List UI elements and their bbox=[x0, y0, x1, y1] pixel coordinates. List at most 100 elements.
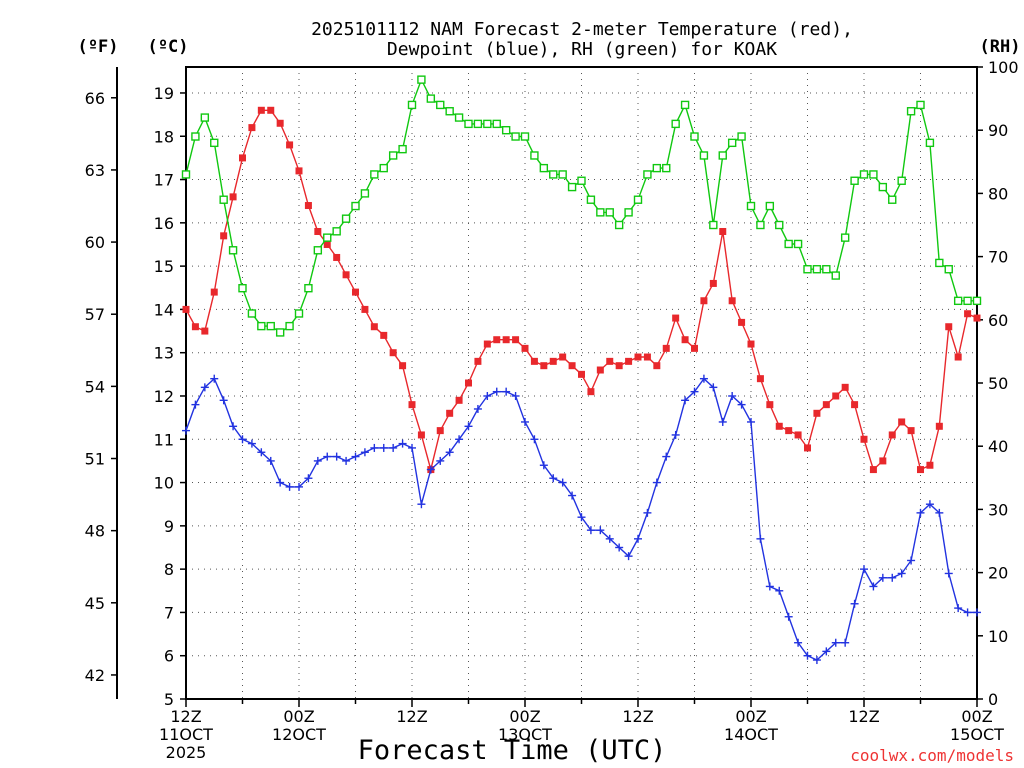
temperature-point bbox=[361, 305, 369, 313]
rh-point bbox=[586, 195, 596, 204]
temperature-point bbox=[700, 297, 708, 305]
temperature-point bbox=[813, 409, 821, 417]
dewpoint-point bbox=[210, 374, 219, 383]
temperature-point bbox=[314, 227, 322, 235]
fahrenheit-unit-label: (ºF) bbox=[78, 37, 119, 57]
rh-point bbox=[888, 195, 897, 204]
rh-point bbox=[699, 151, 709, 160]
x-tick-label: 13OCT bbox=[498, 725, 552, 744]
rh-point bbox=[200, 113, 210, 122]
dewpoint-point bbox=[379, 443, 388, 452]
dewpoint-point bbox=[200, 383, 209, 392]
temperature-point bbox=[436, 427, 444, 435]
celsius-tick-label: 10 bbox=[154, 474, 174, 493]
rh-point bbox=[859, 170, 869, 179]
dewpoint-point bbox=[605, 534, 614, 543]
rh-point bbox=[567, 182, 577, 192]
temperature-point bbox=[201, 327, 209, 335]
temperature-point bbox=[304, 202, 312, 210]
rh-point bbox=[577, 176, 586, 185]
dewpoint-point bbox=[860, 565, 868, 574]
celsius-tick-label: 14 bbox=[154, 300, 174, 319]
dewpoint-point bbox=[690, 387, 699, 396]
rh-point bbox=[219, 195, 228, 204]
x-tick-label: 00Z bbox=[961, 707, 992, 726]
rh-point bbox=[228, 246, 238, 255]
dewpoint-point bbox=[869, 582, 878, 591]
rh-point bbox=[398, 144, 407, 154]
temperature-point bbox=[804, 444, 811, 452]
temperature-point bbox=[512, 336, 520, 344]
temperature-point bbox=[766, 401, 774, 409]
rh-point bbox=[501, 125, 511, 135]
temperature-point bbox=[521, 344, 529, 352]
temperature-point bbox=[728, 297, 736, 305]
temperature-point bbox=[483, 340, 491, 348]
celsius-tick-label: 6 bbox=[164, 647, 174, 666]
temperature-point bbox=[964, 310, 972, 318]
temperature-point bbox=[691, 344, 698, 352]
temperature-point bbox=[973, 314, 981, 322]
rh-point bbox=[718, 151, 727, 160]
dewpoint-point bbox=[313, 456, 322, 465]
celsius-tick-label: 13 bbox=[154, 344, 174, 363]
dewpoint-point bbox=[747, 417, 755, 426]
rh-point bbox=[614, 220, 624, 230]
temperature-point bbox=[257, 106, 265, 114]
rh-point bbox=[332, 227, 341, 236]
rh-point bbox=[417, 75, 426, 84]
temperature-point bbox=[342, 271, 350, 279]
temperature-point bbox=[229, 193, 237, 201]
temperature-point bbox=[502, 336, 510, 344]
dewpoint-point bbox=[935, 508, 944, 517]
x-tick-label: 14OCT bbox=[724, 725, 778, 744]
dewpoint-point bbox=[539, 461, 548, 470]
rh-point bbox=[662, 163, 671, 173]
x-tick-label: 00Z bbox=[283, 707, 314, 726]
temperature-point bbox=[596, 366, 604, 374]
dewpoint-point bbox=[285, 482, 294, 491]
temperature-point bbox=[615, 362, 623, 370]
temperature-point bbox=[775, 422, 783, 430]
temperature-point bbox=[653, 362, 661, 370]
temperature-point bbox=[719, 227, 727, 235]
temperature-point bbox=[917, 466, 924, 474]
celsius-tick-label: 11 bbox=[154, 430, 174, 449]
temperature-point bbox=[898, 418, 906, 426]
rh-tick-label: 100 bbox=[988, 58, 1019, 77]
rh-point bbox=[775, 220, 784, 230]
temperature-point bbox=[549, 357, 557, 365]
x-tick-label: 2025 bbox=[166, 743, 207, 762]
celsius-tick-label: 9 bbox=[164, 517, 174, 536]
fahrenheit-tick-label: 66 bbox=[85, 89, 105, 108]
rh-point bbox=[746, 201, 756, 211]
rh-point bbox=[925, 138, 935, 148]
dewpoint-point bbox=[907, 556, 916, 565]
celsius-tick-label: 8 bbox=[164, 560, 174, 579]
temperature-point bbox=[606, 357, 614, 365]
rh-tick-label: 0 bbox=[988, 690, 998, 709]
dewpoint-point bbox=[182, 426, 190, 435]
dewpoint-point bbox=[671, 430, 680, 439]
rh-point bbox=[388, 151, 398, 160]
celsius-tick-label: 17 bbox=[154, 171, 174, 190]
fahrenheit-tick-label: 54 bbox=[85, 377, 105, 396]
temperature-point bbox=[389, 349, 397, 357]
rh-point bbox=[840, 233, 850, 242]
temperature-point bbox=[568, 362, 576, 370]
celsius-unit-label: (ºC) bbox=[148, 37, 189, 57]
temperature-point bbox=[399, 362, 407, 370]
fahrenheit-tick-label: 51 bbox=[85, 450, 105, 469]
rh-point bbox=[360, 189, 370, 198]
dewpoint-point bbox=[276, 478, 285, 487]
dewpoint-point bbox=[426, 465, 435, 474]
dewpoint-point bbox=[247, 439, 256, 448]
rh-point bbox=[483, 119, 492, 129]
dewpoint-point bbox=[681, 396, 690, 405]
rh-point bbox=[285, 321, 294, 331]
dewpoint-point bbox=[568, 491, 577, 500]
dewpoint-point bbox=[878, 573, 887, 582]
temperature-point bbox=[408, 401, 416, 409]
dewpoint-point bbox=[662, 452, 671, 461]
temperature-point bbox=[860, 435, 868, 443]
